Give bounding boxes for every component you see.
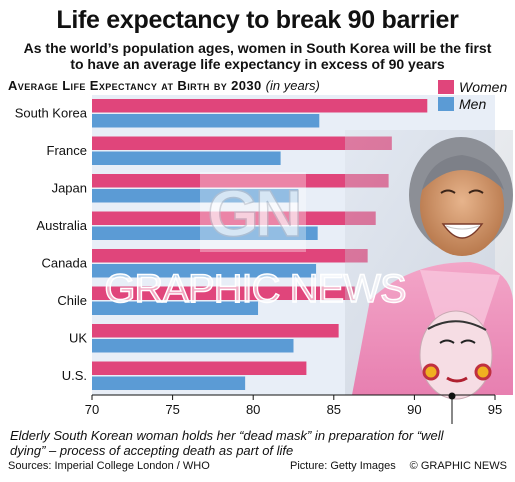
x-tick-label-85: 85 (327, 402, 341, 417)
category-label-france: France (47, 143, 87, 158)
legend-label-women: Women (459, 79, 507, 95)
sources-credit: Sources: Imperial College London / WHO (8, 460, 210, 472)
legend-label-men: Men (459, 96, 486, 112)
bar-france-men (92, 151, 281, 165)
page-title: Life expectancy to break 90 barrier (56, 6, 459, 34)
bar-japan-women (92, 174, 389, 188)
chart-heading: Average Life Expectancy at Birth by 2030… (8, 78, 320, 93)
callout-pointer (448, 392, 456, 424)
picture-credit: Picture: Getty Images (290, 460, 396, 472)
category-label-australia: Australia (36, 218, 87, 233)
page-subtitle: As the world’s population ages, women in… (23, 40, 492, 72)
category-label-chile: Chile (57, 293, 87, 308)
x-tick-label-80: 80 (246, 402, 260, 417)
graphic-news-watermark: GRAPHIC NEWS (104, 267, 405, 311)
bar-japan-men (92, 189, 299, 203)
x-ticks-group: 70 75 80 85 90 95 (85, 395, 502, 417)
copyright: © GRAPHIC NEWS (409, 460, 507, 472)
bar-chile-women (92, 286, 355, 300)
photo-caption: Elderly South Korean woman holds her “de… (10, 428, 444, 458)
logo-letters: GN (208, 176, 299, 250)
bar-chile-men (92, 301, 259, 315)
bar-australia-men (92, 226, 318, 240)
bar-france-women (92, 136, 392, 150)
category-label-south-korea: South Korea (15, 106, 88, 121)
country-labels-group: South Korea France Japan Australia Canada Chi… (15, 106, 88, 384)
x-tick-label-75: 75 (165, 402, 179, 417)
x-tick-label-70: 70 (85, 402, 99, 417)
bar-uk-men (92, 339, 294, 353)
bar-u-s-men (92, 376, 246, 390)
category-label-u-s: U.S. (62, 368, 87, 383)
x-tick-label-95: 95 (488, 402, 502, 417)
bar-u-s-women (92, 361, 307, 375)
bar-uk-women (92, 324, 339, 338)
category-label-japan: Japan (52, 181, 87, 196)
chart-unit: (in years) (265, 78, 320, 93)
bar-canada-men (92, 264, 317, 278)
bar-south-korea-women (92, 99, 428, 113)
legend-swatch-men (438, 97, 454, 111)
bars-group (92, 99, 428, 390)
category-label-canada: Canada (41, 256, 87, 271)
gn-logo-watermark: GN (200, 172, 306, 252)
legend: Women Men (438, 79, 507, 112)
x-tick-label-90: 90 (407, 402, 421, 417)
bar-australia-women (92, 211, 376, 225)
bar-south-korea-men (92, 114, 320, 128)
bar-chart: South Korea France Japan Australia Canada Chi… (15, 79, 513, 424)
photo-woman-with-mask (345, 130, 513, 400)
category-label-uk: UK (69, 331, 87, 346)
bar-canada-women (92, 249, 368, 263)
legend-swatch-women (438, 80, 454, 94)
chart-heading-text: Average Life Expectancy at Birth by 2030 (8, 78, 262, 93)
